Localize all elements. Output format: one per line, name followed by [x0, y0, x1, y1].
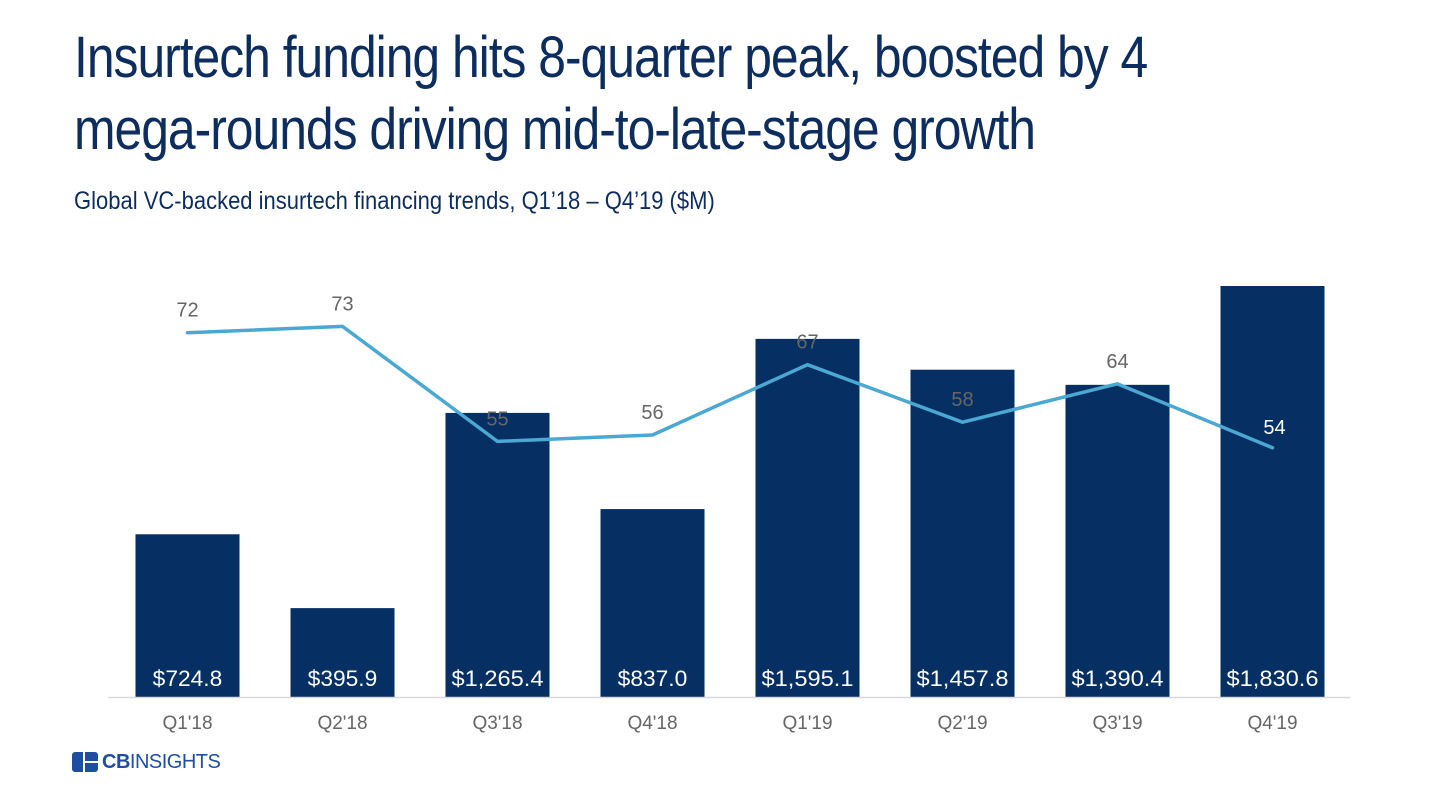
x-tick-label: Q2'19	[937, 713, 987, 734]
deal-count-line	[185, 324, 1275, 450]
cb-insights-logo-icon	[72, 752, 98, 772]
x-tick-label: Q2'18	[317, 713, 367, 734]
logo-insights-text: INSIGHTS	[129, 750, 221, 773]
bar-q318	[445, 412, 550, 697]
bar-q419	[1220, 286, 1325, 697]
bar-value-label: $1,390.4	[1072, 666, 1164, 691]
deal-count-point-q419	[1271, 446, 1274, 450]
deal-count-point-q219	[961, 420, 964, 424]
labels-layer: $724.8 $395.9 $1,265.4 $837.0 $1,595.1 $1,457…	[153, 293, 1319, 734]
bar-q118	[135, 534, 240, 697]
deal-count-point-q218	[341, 324, 344, 328]
x-tick-label: Q3'18	[472, 713, 522, 734]
logo-cb-text: CB	[102, 750, 130, 773]
deal-count-label: 67	[796, 332, 818, 354]
deal-count-point-q118	[186, 331, 189, 335]
x-tick-label: Q1'18	[162, 713, 212, 734]
cb-insights-logo: CB INSIGHTS	[72, 748, 221, 776]
deal-count-label: 56	[641, 402, 663, 424]
deal-count-point-q418	[651, 433, 654, 437]
x-tick-label: Q4'19	[1247, 713, 1297, 734]
deal-count-point-q318	[496, 439, 499, 443]
deal-count-label: 55	[486, 408, 508, 430]
deal-count-point-q119	[806, 363, 809, 367]
deal-count-label: 64	[1106, 351, 1128, 373]
deal-count-label: 58	[951, 389, 973, 411]
bar-q119	[755, 338, 860, 697]
deal-count-line-layer	[185, 324, 1275, 450]
bar-value-label: $395.9	[308, 666, 378, 691]
deal-count-point-q319	[1116, 382, 1119, 386]
x-tick-label: Q3'19	[1092, 713, 1142, 734]
x-tick-label: Q1'19	[782, 713, 832, 734]
logo-wordmark: CB INSIGHTS	[102, 750, 221, 774]
deal-count-label: 72	[176, 300, 198, 322]
title-line-2: mega-rounds driving mid-to-late-stage gr…	[74, 97, 1036, 162]
title-line-1: Insurtech funding hits 8-quarter peak, b…	[74, 25, 1148, 90]
bar-q319	[1065, 384, 1170, 697]
deal-count-label: 54	[1263, 417, 1285, 439]
bar-value-label: $837.0	[618, 666, 688, 691]
bar-q219	[910, 369, 1015, 697]
bar-value-label: $1,457.8	[917, 666, 1009, 691]
page-title: Insurtech funding hits 8-quarter peak, b…	[74, 22, 1444, 166]
bar-value-label: $724.8	[153, 666, 223, 691]
bar-value-label: $1,830.6	[1227, 666, 1319, 691]
bar-value-label: $1,265.4	[452, 666, 544, 691]
bar-q218	[290, 608, 395, 697]
chart-subtitle: Global VC-backed insurtech financing tre…	[74, 187, 715, 215]
bar-q418	[600, 509, 705, 697]
deal-count-label: 73	[331, 293, 353, 315]
bars-layer	[135, 286, 1325, 697]
x-tick-label: Q4'18	[627, 713, 677, 734]
bar-value-label: $1,595.1	[762, 666, 854, 691]
